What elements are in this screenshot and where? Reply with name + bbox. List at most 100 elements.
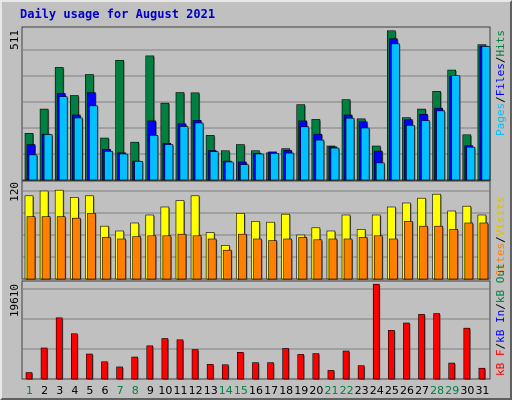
pages-bar xyxy=(451,75,461,181)
pages-bar xyxy=(240,164,249,181)
legend-part: Pages xyxy=(494,103,507,136)
pages-bar xyxy=(89,105,98,181)
legend-part: Hits xyxy=(494,30,507,57)
kbytes-bar xyxy=(40,347,48,380)
kbytes-bar xyxy=(116,366,123,380)
kbytes-bar xyxy=(372,283,380,380)
pages-bar xyxy=(209,151,219,181)
sites-bar xyxy=(41,216,51,280)
pages-bar xyxy=(28,154,38,181)
day-label: 14 xyxy=(219,384,233,397)
sites-bar xyxy=(358,237,368,280)
sites-bar xyxy=(102,237,111,280)
pages-bar xyxy=(164,144,174,181)
legend-part: / xyxy=(494,236,507,243)
pages-bar xyxy=(315,139,325,181)
pages-bar xyxy=(255,153,264,181)
pages-bar xyxy=(466,146,476,181)
sites-bar xyxy=(479,222,489,280)
sites-bar xyxy=(389,238,398,280)
pages-bar xyxy=(360,127,370,181)
sites-bar xyxy=(207,238,217,280)
day-label: 16 xyxy=(249,384,263,397)
page-title: Daily usage for August 2021 xyxy=(20,7,216,21)
legend-part: kB F xyxy=(494,350,507,377)
legend-part: kB In xyxy=(494,310,507,343)
pages-bar xyxy=(270,153,279,181)
kbytes-bar xyxy=(25,372,33,380)
pages-bar xyxy=(224,161,234,181)
pages-bar xyxy=(43,134,53,181)
sites-bar xyxy=(26,216,36,280)
pages-bar xyxy=(300,126,310,181)
kbytes-bar xyxy=(297,354,305,380)
day-label: 15 xyxy=(234,384,248,397)
pages-bar xyxy=(421,120,430,181)
day-label: 30 xyxy=(460,384,474,397)
day-label: 26 xyxy=(400,384,414,397)
day-label: 9 xyxy=(147,384,154,397)
kbytes-bar xyxy=(403,322,410,380)
day-label: 22 xyxy=(340,384,354,397)
day-label: 19 xyxy=(294,384,308,397)
kbytes-bar xyxy=(221,364,229,380)
sites-bar xyxy=(298,237,308,280)
kbytes-bar xyxy=(131,356,138,380)
kbytes-bar xyxy=(191,349,199,380)
sites-bar xyxy=(434,225,443,280)
day-label: 7 xyxy=(117,384,124,397)
pages-bar xyxy=(406,125,415,181)
sites-bar xyxy=(162,235,172,280)
sites-bar xyxy=(283,238,292,280)
top-legend: Pages/Files/Hits xyxy=(494,30,507,136)
pages-bar xyxy=(481,46,491,181)
legend-part: Files xyxy=(494,63,507,96)
sites-bar xyxy=(87,213,96,280)
sites-bar xyxy=(449,229,459,280)
sites-bar xyxy=(464,222,474,280)
day-label: 3 xyxy=(56,384,63,397)
day-label: 25 xyxy=(385,384,399,397)
day-label: 28 xyxy=(430,384,444,397)
kbytes-bar xyxy=(478,367,486,380)
bottom-legend: kB F/kB In/kB Out xyxy=(494,263,507,376)
day-label: 27 xyxy=(415,384,429,397)
kbytes-bar xyxy=(312,353,320,380)
day-label: 24 xyxy=(370,384,384,397)
pages-bar xyxy=(119,153,128,181)
pages-bar xyxy=(58,96,68,181)
sites-bar xyxy=(71,217,81,280)
pages-bar xyxy=(104,151,113,181)
pages-bar xyxy=(149,135,159,181)
sites-bar xyxy=(147,235,157,280)
day-label: 12 xyxy=(189,384,203,397)
sites-bar xyxy=(177,233,187,280)
kbytes-bar xyxy=(55,317,63,380)
sites-bar xyxy=(222,249,232,280)
kbytes-bar xyxy=(342,350,350,380)
pages-bar xyxy=(330,147,340,181)
day-label: 13 xyxy=(204,384,218,397)
pages-bar xyxy=(345,117,355,181)
pages-bar xyxy=(285,152,294,181)
kbytes-bar xyxy=(418,314,425,380)
kbytes-bar xyxy=(282,348,289,380)
sites-bar xyxy=(328,238,338,280)
legend-part: / xyxy=(494,343,507,350)
day-label: 1 xyxy=(26,384,33,397)
kbytes-bar xyxy=(70,333,78,380)
legend-part: kB Out xyxy=(494,263,507,303)
day-label: 8 xyxy=(132,384,139,397)
day-label: 21 xyxy=(324,384,338,397)
sites-bar xyxy=(404,221,413,280)
day-label: 17 xyxy=(264,384,278,397)
pages-bar xyxy=(134,161,143,181)
sites-bar xyxy=(56,216,66,280)
day-label: 2 xyxy=(41,384,48,397)
sites-bar xyxy=(373,235,383,280)
sites-bar xyxy=(313,239,323,280)
day-label: 18 xyxy=(279,384,293,397)
legend-part: Sites xyxy=(494,243,507,276)
kbytes-bar xyxy=(463,327,471,380)
legend-part: Visits xyxy=(494,197,507,237)
